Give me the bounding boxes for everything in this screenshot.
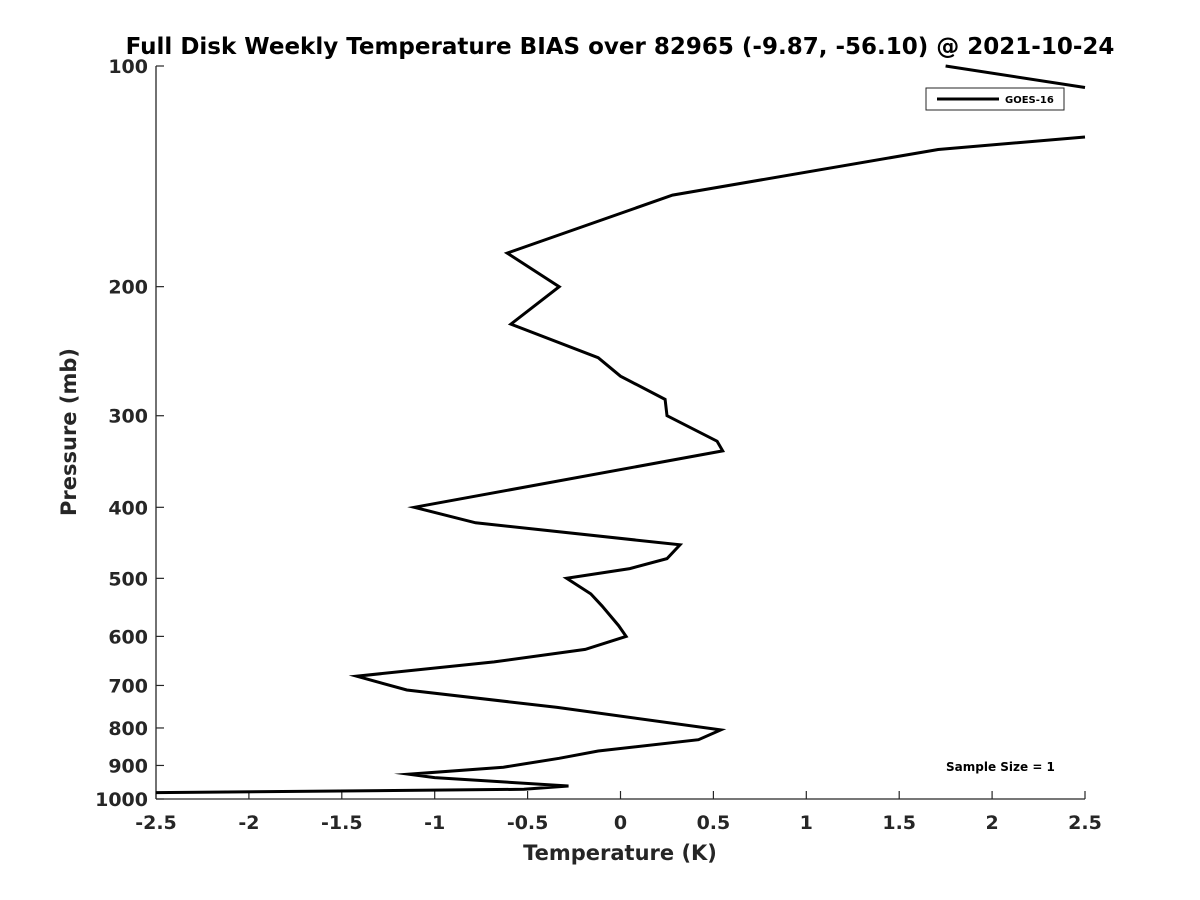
y-tick-label: 700 [108, 675, 148, 697]
x-tick-label: 0.5 [697, 812, 731, 834]
y-axis-label: Pressure (mb) [57, 348, 81, 516]
sample-size-annotation: Sample Size = 1 [946, 760, 1055, 774]
x-tick-label: -2 [238, 812, 259, 834]
legend: GOES-16 [925, 87, 1065, 111]
y-tick-label: 900 [108, 755, 148, 777]
y-tick-label: 600 [108, 626, 148, 648]
series-layer [155, 64, 1086, 795]
x-tick-label: 2 [985, 812, 998, 834]
x-tick-label: -1.5 [321, 812, 363, 834]
x-tick-label: 0 [614, 812, 627, 834]
y-tick-label: 100 [108, 56, 148, 78]
x-tick-label: 1.5 [882, 812, 916, 834]
series-line-goes-16-segment-2 [155, 135, 1086, 795]
y-ticks: 100 200 300 400 500 600 700 800 900 1000 [95, 56, 164, 811]
legend-label-goes-16: GOES-16 [1005, 95, 1054, 106]
x-ticks: -2.5 -2 -1.5 -1 -0.5 0 0.5 1 1.5 2 2.5 [135, 791, 1102, 834]
x-axis-label: Temperature (K) [523, 841, 717, 865]
x-tick-label: -1 [424, 812, 445, 834]
x-tick-label: 1 [800, 812, 813, 834]
chart-title: Full Disk Weekly Temperature BIAS over 8… [126, 34, 1115, 60]
y-tick-label: 1000 [95, 789, 148, 811]
y-tick-label: 400 [108, 497, 148, 519]
y-tick-label: 500 [108, 568, 148, 590]
x-tick-label: 2.5 [1068, 812, 1102, 834]
series-line-goes-16-segment-1 [945, 64, 1086, 89]
y-tick-label: 800 [108, 718, 148, 740]
y-tick-label: 200 [108, 277, 148, 299]
x-tick-label: -0.5 [507, 812, 549, 834]
y-tick-label: 300 [108, 406, 148, 428]
x-tick-label: -2.5 [135, 812, 177, 834]
